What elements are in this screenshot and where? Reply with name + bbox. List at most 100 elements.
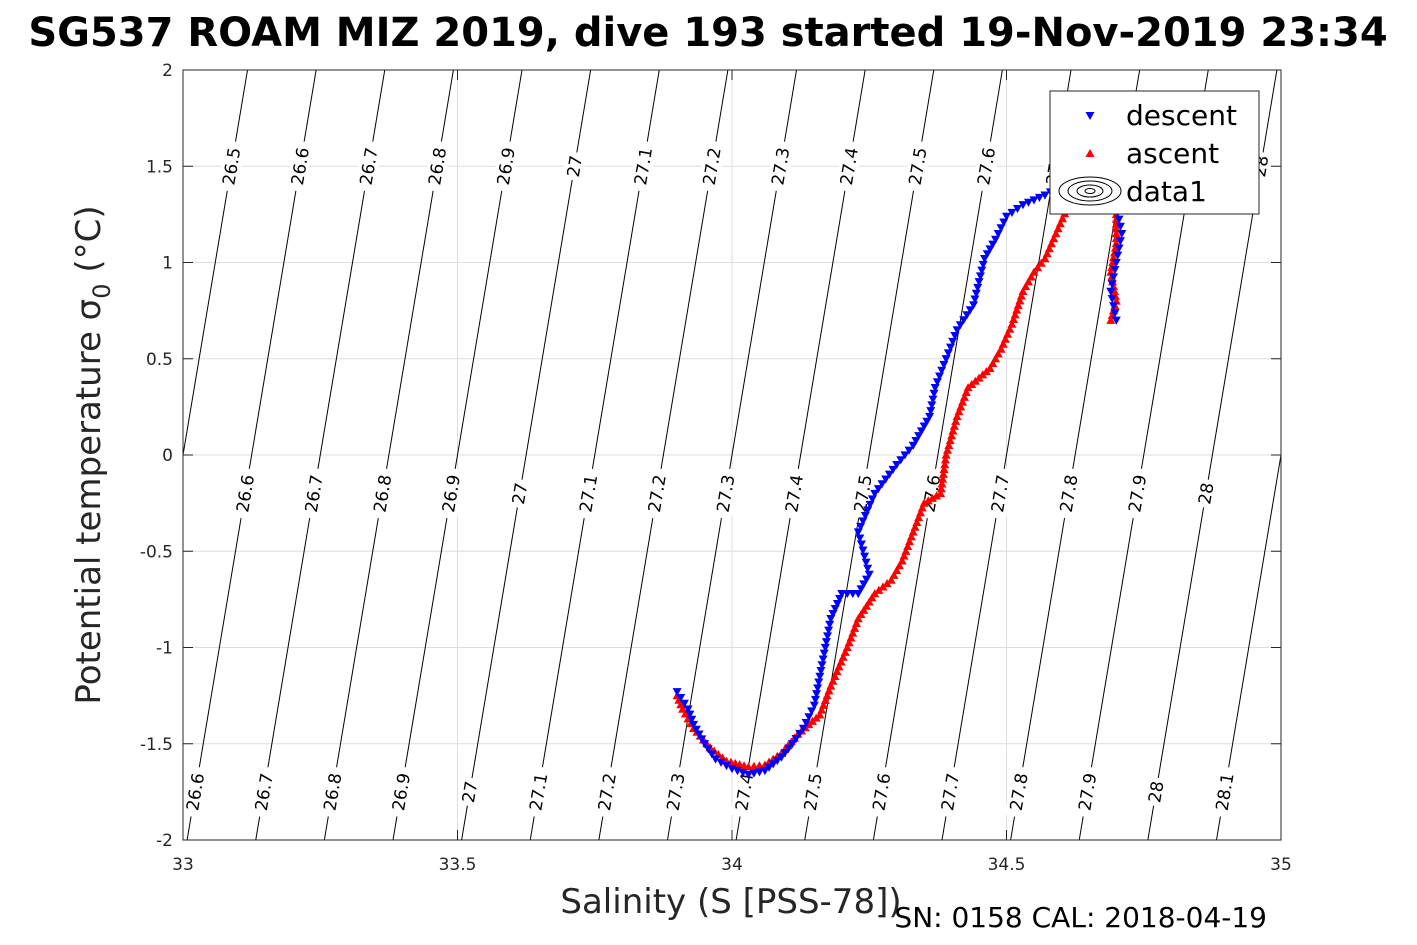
ascent-point — [824, 686, 834, 695]
legend-contour-icon — [1058, 176, 1122, 206]
descent-point — [749, 769, 759, 778]
descent-point — [1040, 191, 1050, 200]
ascent-point — [1044, 244, 1054, 253]
descent-point — [780, 749, 790, 758]
descent-point — [1007, 208, 1017, 217]
descent-point — [996, 224, 1006, 233]
descent-point — [812, 690, 822, 699]
ascent-point — [1005, 324, 1015, 333]
y-tick-label: -0.5 — [140, 542, 173, 562]
isopycnal-label: 26.8 — [368, 467, 397, 520]
descent-point — [697, 735, 707, 744]
descent-point — [991, 235, 1001, 244]
descent-point — [965, 306, 975, 315]
isopycnal-label: 27.8 — [1054, 467, 1083, 520]
descent-point — [815, 672, 825, 681]
ascent-point — [1051, 229, 1061, 238]
descent-point — [881, 475, 891, 484]
ascent-point — [859, 605, 869, 614]
descent-point — [870, 489, 880, 498]
ascent-point — [889, 570, 899, 579]
descent-point — [926, 407, 936, 416]
ascent-point — [956, 402, 966, 411]
isopycnal-label: 27 — [457, 776, 482, 808]
descent-point — [925, 412, 935, 421]
descent-point — [711, 755, 721, 764]
legend-descent-label: descent — [1126, 99, 1237, 132]
descent-point — [896, 456, 906, 465]
legend-ascent-marker — [1085, 149, 1095, 157]
descent-point — [1106, 287, 1116, 296]
ascent-point — [1000, 334, 1010, 343]
descent-point — [927, 401, 937, 410]
isopycnal-label-text: 28 — [1195, 481, 1218, 506]
ascent-point — [952, 412, 962, 421]
isopycnal-label-text: 27 — [509, 481, 532, 506]
ascent-point — [944, 440, 954, 449]
ascent-point — [958, 397, 968, 406]
ascent-point — [1033, 263, 1043, 272]
descent-point — [1115, 237, 1125, 246]
data-points — [672, 171, 1127, 780]
ascent-point — [822, 691, 832, 700]
descent-point — [892, 461, 902, 470]
ascent-point — [936, 484, 946, 493]
ascent-point — [1040, 254, 1050, 263]
descent-point — [816, 667, 826, 676]
descent-point — [685, 710, 695, 719]
ascent-point — [828, 676, 838, 685]
isopycnal-label: 27.5 — [903, 139, 932, 193]
ascent-point — [927, 493, 937, 502]
ascent-point — [1029, 267, 1039, 276]
descent-point — [672, 688, 682, 697]
descent-point — [768, 760, 778, 769]
footer-serial-calibration: SN: 0158 CAL: 2018-04-19 — [894, 901, 1267, 934]
ascent-point — [932, 491, 942, 500]
ascent-point — [817, 705, 827, 714]
legend-box — [1049, 90, 1260, 215]
ascent-point — [844, 638, 854, 647]
isopycnal-label: 27 — [507, 478, 532, 509]
ascent-point — [954, 407, 964, 416]
y-tick-label: 1.5 — [146, 157, 173, 177]
ascent-point — [899, 551, 909, 560]
descent-point — [1117, 230, 1127, 239]
ascent-point — [830, 671, 840, 680]
isopycnal-label: 26.6 — [286, 139, 314, 193]
descent-point — [1110, 266, 1120, 275]
ascent-point — [840, 647, 850, 656]
ascent-point — [942, 445, 952, 454]
descent-point — [819, 649, 829, 658]
x-tick-label: 33 — [172, 855, 194, 875]
descent-point — [888, 465, 898, 474]
isopycnal-label: 27.6 — [972, 139, 1001, 193]
isopycnal-label: 28 — [1143, 776, 1169, 808]
ascent-point — [1003, 329, 1013, 338]
ascent-point — [836, 657, 846, 666]
isopycnal-label: 27.9 — [1123, 467, 1152, 520]
y-axis-label: Potential temperature σ0 (°C) — [69, 205, 116, 704]
descent-point — [820, 643, 830, 652]
ascent-point — [941, 450, 951, 459]
descent-point — [970, 295, 980, 304]
ascent-point — [856, 609, 866, 619]
ascent-point — [936, 489, 946, 498]
descent-point — [676, 693, 686, 703]
ascent-point — [937, 479, 947, 488]
descent-point — [689, 720, 699, 729]
ascent-point — [906, 532, 916, 541]
descent-point — [858, 546, 868, 555]
ascent-point — [985, 363, 995, 372]
descent-point — [754, 768, 764, 777]
ascent-point — [912, 517, 922, 526]
ascent-point — [842, 643, 852, 652]
x-tick-label: 34.5 — [988, 855, 1026, 875]
descent-point — [694, 730, 704, 739]
descent-point — [1023, 198, 1033, 207]
descent-point — [978, 260, 988, 269]
descent-point — [1115, 222, 1125, 231]
x-tick-label: 33.5 — [439, 855, 477, 875]
descent-point — [855, 534, 865, 543]
ascent-point — [1007, 319, 1017, 328]
